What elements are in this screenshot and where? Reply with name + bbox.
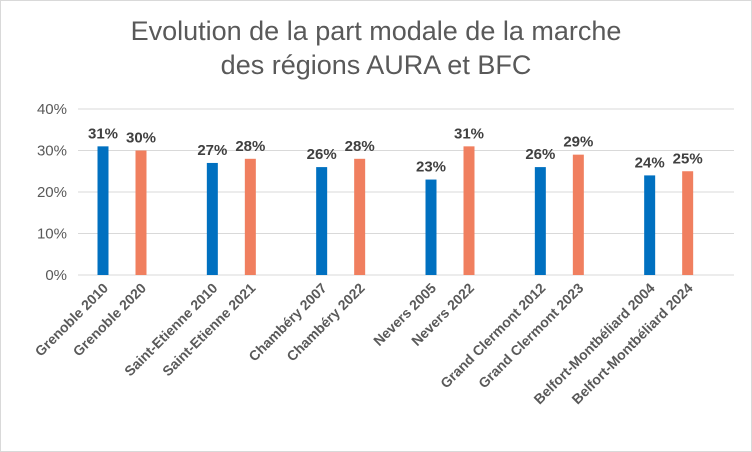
data-label: 24% (635, 154, 665, 171)
bar (316, 167, 328, 275)
y-tick-label: 10% (37, 226, 67, 243)
bar (135, 150, 147, 275)
data-label: 26% (307, 146, 337, 163)
y-tick-label: 40% (37, 101, 67, 118)
y-tick-label: 20% (37, 184, 67, 201)
bar (534, 167, 546, 275)
data-label: 23% (416, 159, 446, 176)
bar (572, 154, 584, 275)
data-label: 31% (88, 125, 118, 142)
bar (97, 146, 109, 275)
bar (644, 175, 656, 275)
chart-title-line-2: des régions AURA et BFC (220, 50, 532, 80)
data-label: 28% (235, 138, 265, 155)
data-label: 25% (673, 150, 703, 167)
chart-title-line-1: Evolution de la part modale de la marche (130, 16, 622, 46)
data-label: 29% (563, 134, 593, 151)
bar (244, 158, 256, 275)
y-tick-label: 30% (37, 143, 67, 160)
bar (682, 171, 694, 275)
y-tick-label: 0% (45, 267, 67, 284)
chart-title: Evolution de la part modale de la marche… (0, 14, 752, 82)
bar (463, 146, 475, 275)
data-label: 31% (454, 125, 484, 142)
data-label: 28% (345, 138, 375, 155)
bar (354, 158, 366, 275)
bar (206, 162, 218, 275)
data-label: 27% (197, 142, 227, 159)
data-label: 30% (126, 130, 156, 147)
data-label: 26% (525, 146, 555, 163)
bar (425, 179, 437, 275)
